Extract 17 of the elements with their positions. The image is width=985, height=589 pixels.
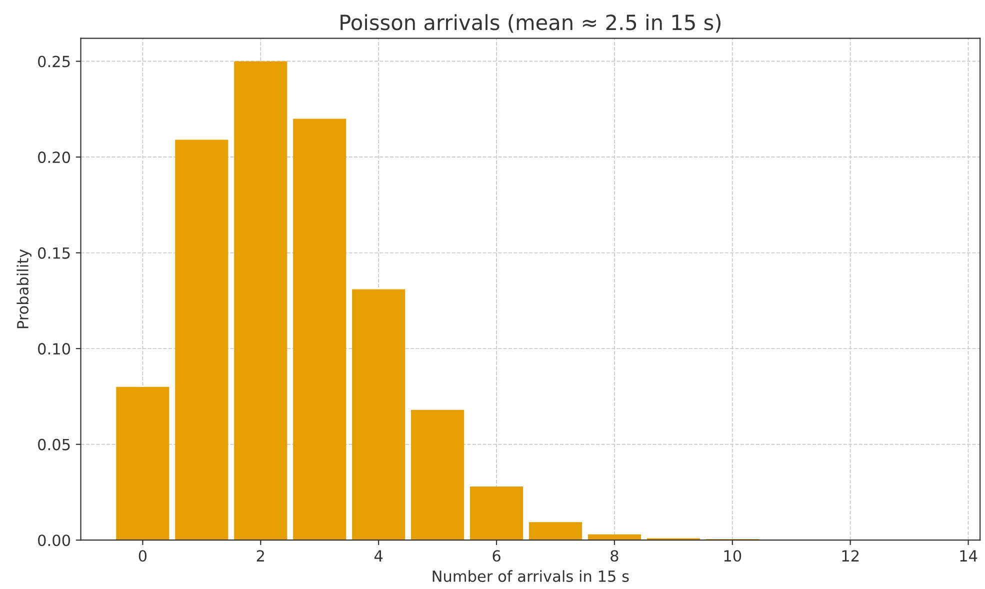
x-tick-label: 14	[960, 550, 978, 562]
x-tick-label: 12	[842, 550, 859, 562]
y-axis-title: Probability	[16, 249, 32, 328]
y-tick-label: 0.20	[38, 152, 70, 164]
y-tick-label: 0.25	[38, 56, 70, 68]
x-tick-label: 6	[492, 550, 500, 562]
x-tick-label: 0	[138, 550, 147, 562]
x-tick-label: 10	[724, 550, 742, 562]
y-tick-label: 0.10	[38, 343, 70, 355]
x-tick-label: 4	[374, 550, 383, 562]
x-axis-title: Number of arrivals in 15 s	[432, 570, 629, 582]
x-tick-label: 2	[256, 550, 264, 562]
y-tick-label: 0.15	[38, 247, 70, 259]
y-tick-label: 0.00	[38, 534, 70, 546]
chart-title: Poisson arrivals (mean ≈ 2.5 in 15 s)	[340, 14, 720, 33]
y-tick-label: 0.05	[38, 438, 70, 450]
x-tick-label: 8	[610, 550, 618, 562]
